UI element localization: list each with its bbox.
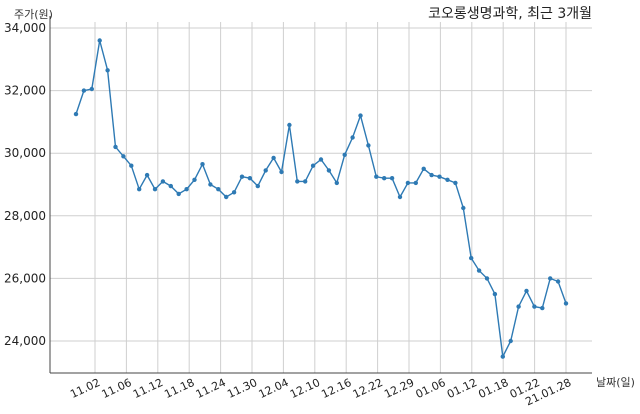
price-point	[184, 187, 189, 192]
y-axis-ticks: 24,000 26,000 28,000 30,000 32,000 34,000	[4, 21, 46, 348]
price-point	[81, 88, 87, 93]
price-point	[192, 177, 197, 182]
price-point	[445, 177, 450, 182]
price-point	[168, 183, 173, 189]
price-series	[73, 38, 569, 359]
grid-lines	[50, 22, 592, 373]
price-point	[421, 166, 426, 171]
price-point	[295, 179, 300, 184]
price-point	[563, 301, 569, 306]
x-tick-label: 11.18	[162, 376, 196, 401]
price-point	[524, 288, 529, 294]
x-tick-label: 12.22	[351, 376, 385, 401]
x-tick-label: 12.16	[319, 376, 353, 401]
x-tick-label: 11.06	[100, 376, 134, 401]
price-point	[247, 176, 253, 181]
price-point	[113, 144, 118, 150]
price-point	[366, 143, 371, 148]
price-point	[287, 122, 292, 128]
price-point	[374, 174, 379, 179]
price-point	[469, 255, 474, 261]
price-point	[500, 354, 505, 359]
y-tick-label: 24,000	[4, 334, 46, 348]
price-point	[484, 276, 490, 281]
price-point	[532, 304, 537, 309]
y-tick-label: 26,000	[4, 271, 46, 285]
price-point	[255, 183, 260, 189]
price-line	[75, 40, 567, 359]
x-tick-label: 12.04	[257, 376, 291, 401]
x-tick-label: 01.06	[414, 376, 448, 401]
x-tick-label: 11.24	[194, 376, 228, 401]
x-tick-label: 11.02	[68, 376, 102, 401]
x-axis-label: 날짜(일)	[596, 375, 635, 389]
axes	[49, 16, 592, 374]
chart-title: 코오롱생명과학, 최근 3개월	[428, 6, 592, 22]
price-point	[453, 180, 458, 186]
x-tick-label: 11.12	[131, 376, 165, 401]
price-point	[461, 205, 466, 211]
price-point	[208, 182, 213, 187]
price-point	[358, 113, 363, 118]
y-axis-label: 주가(원)	[14, 8, 53, 21]
price-point	[73, 111, 79, 117]
y-tick-label: 32,000	[4, 84, 46, 98]
x-tick-label: 12.29	[382, 376, 416, 401]
price-point	[310, 163, 316, 168]
price-point	[516, 304, 521, 309]
price-point	[413, 180, 418, 186]
price-point	[429, 172, 434, 178]
price-point	[176, 191, 181, 197]
y-tick-label: 34,000	[4, 21, 46, 35]
price-point	[540, 305, 545, 311]
price-point	[555, 279, 561, 284]
price-point	[216, 187, 221, 192]
price-point	[160, 179, 166, 184]
x-tick-label: 12.10	[288, 376, 322, 401]
y-tick-label: 30,000	[4, 146, 46, 160]
price-point	[97, 38, 102, 43]
price-point	[334, 180, 339, 186]
price-point	[144, 172, 150, 178]
price-point	[263, 168, 268, 173]
price-point	[318, 157, 324, 162]
price-point	[105, 68, 110, 73]
price-point	[342, 152, 347, 157]
price-point	[437, 174, 442, 179]
price-point	[200, 162, 205, 167]
price-point	[382, 176, 387, 181]
price-point	[224, 194, 229, 200]
price-point	[476, 268, 482, 273]
price-point	[303, 179, 308, 184]
price-point	[152, 187, 158, 192]
price-point	[548, 276, 553, 281]
price-point	[350, 135, 355, 140]
price-point	[239, 174, 245, 179]
price-point	[271, 155, 276, 161]
price-point	[231, 190, 237, 195]
y-tick-label: 28,000	[4, 209, 46, 223]
x-tick-label: 11.30	[225, 376, 259, 401]
price-point	[121, 154, 126, 159]
price-point	[137, 187, 142, 192]
price-point	[326, 168, 332, 173]
x-axis-ticks: 11.0211.0611.1211.1811.2411.3012.0412.10…	[68, 376, 573, 408]
price-point	[405, 180, 411, 186]
x-tick-label: 01.12	[445, 376, 479, 401]
price-point	[279, 169, 284, 175]
price-point	[389, 176, 395, 181]
x-tick-label: 01.18	[476, 376, 510, 401]
price-point	[89, 86, 95, 92]
price-point	[129, 163, 134, 168]
price-point	[508, 338, 513, 344]
price-point	[492, 291, 498, 297]
price-point	[397, 194, 403, 200]
